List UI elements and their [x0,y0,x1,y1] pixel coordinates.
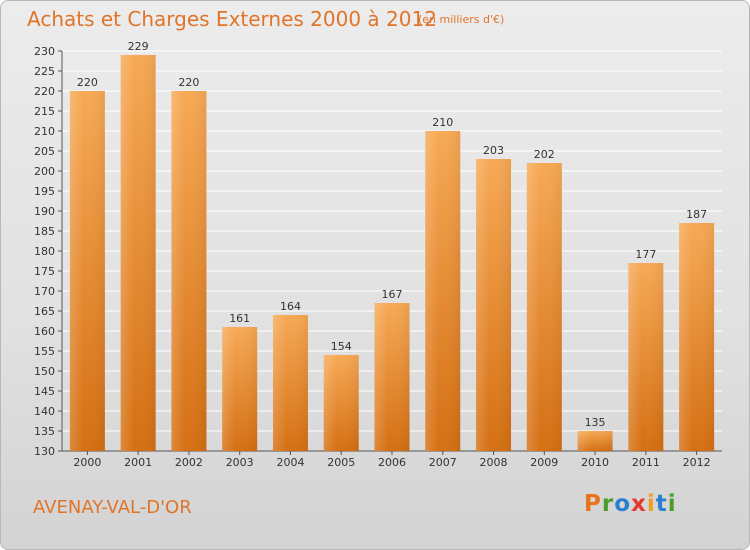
y-tick-label: 185 [34,225,55,238]
logo-letter: t [655,491,668,517]
logo-letter: i [667,491,677,517]
y-tick-label: 175 [34,265,55,278]
x-tick-label: 2003 [226,456,254,469]
x-tick-label: 2010 [581,456,609,469]
data-label-2005: 154 [331,340,352,353]
x-tick-label: 2005 [327,456,355,469]
x-tick-label: 2001 [124,456,152,469]
data-labels: 220 229 220 161 164 154 167 210 203 202 135 177 187 [77,40,707,429]
y-tick-label: 190 [34,205,55,218]
data-label-2003: 161 [229,312,250,325]
logo-letter: i [646,491,656,517]
y-tick-label: 140 [34,405,55,418]
data-label-2012: 187 [686,208,707,221]
bars [69,55,715,451]
bar-shade-2006 [374,303,410,451]
y-tick-label: 170 [34,285,55,298]
x-tick-label: 2009 [530,456,558,469]
data-label-2010: 135 [585,416,606,429]
data-label-2011: 177 [635,248,656,261]
bar-shade-2007 [425,131,461,451]
y-tick-label: 160 [34,325,55,338]
bar-shade-2010 [577,431,613,451]
bar-shade-2002 [171,91,207,451]
bar-shade-2001 [120,55,156,451]
y-tick-label: 210 [34,125,55,138]
x-tick-label: 2007 [429,456,457,469]
data-label-2009: 202 [534,148,555,161]
y-tick-label: 150 [34,365,55,378]
bar-shade-2000 [69,91,105,451]
y-tick-label: 180 [34,245,55,258]
bar-shade-2008 [476,159,512,451]
bar-shade-2009 [526,163,562,451]
data-label-2007: 210 [432,116,453,129]
y-tick-label: 130 [34,445,55,458]
y-tick-label: 155 [34,345,55,358]
x-tick-label: 2004 [276,456,304,469]
y-tick-label: 145 [34,385,55,398]
data-label-2001: 229 [128,40,149,53]
commune-name: AVENAY-VAL-D'OR [33,497,192,518]
data-label-2008: 203 [483,144,504,157]
y-tick-label: 230 [34,45,55,58]
x-tick-label: 2012 [683,456,711,469]
bar-shade-2012 [679,223,715,451]
data-label-2000: 220 [77,76,98,89]
y-tick-label: 225 [34,65,55,78]
proxiti-logo: Proxiti [584,491,677,517]
chart-subtitle: (en milliers d'€) [418,13,505,26]
data-label-2002: 220 [178,76,199,89]
y-tick-label: 200 [34,165,55,178]
x-tick-label: 2000 [73,456,101,469]
y-tick-label: 205 [34,145,55,158]
data-label-2006: 167 [382,288,403,301]
logo-letter: x [631,491,647,517]
logo-letter: r [601,491,615,517]
data-label-2004: 164 [280,300,301,313]
x-tick-label: 2011 [632,456,660,469]
y-tick-label: 215 [34,105,55,118]
y-tick-label: 135 [34,425,55,438]
y-tick-label: 220 [34,85,55,98]
y-tick-label: 165 [34,305,55,318]
x-tick-label: 2002 [175,456,203,469]
x-tick-label: 2006 [378,456,406,469]
logo-letter: o [614,491,632,517]
bar-shade-2005 [323,355,359,451]
bar-shade-2004 [272,315,308,451]
bar-shade-2011 [628,263,664,451]
chart-title: Achats et Charges Externes 2000 à 2012 [27,7,437,31]
x-tick-label: 2008 [480,456,508,469]
bar-shade-2003 [222,327,258,451]
logo-letter: P [584,491,602,517]
y-tick-label: 195 [34,185,55,198]
